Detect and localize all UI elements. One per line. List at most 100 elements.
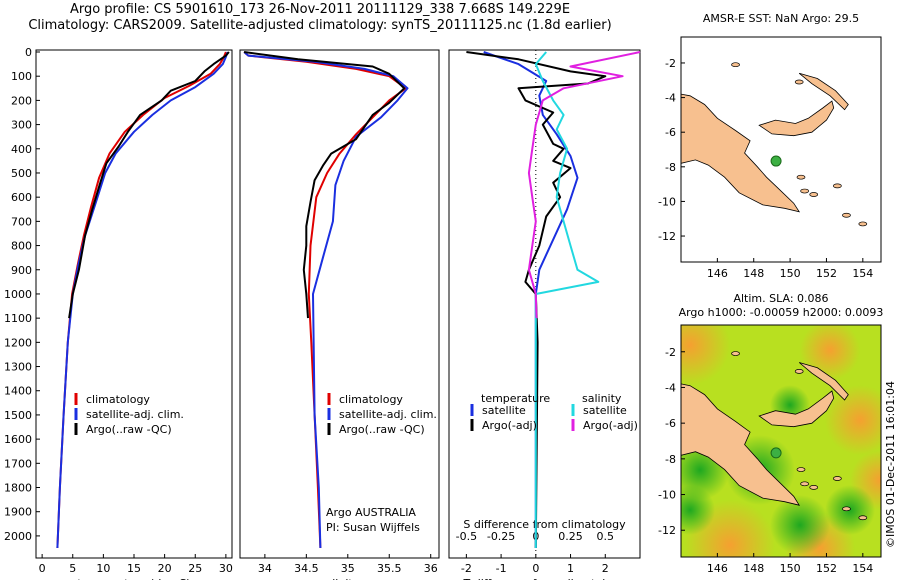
- s-tick-label: -0.5: [456, 530, 477, 543]
- argo-float-marker: [770, 447, 782, 459]
- x-tick-label: -1: [496, 562, 507, 575]
- legend-label: climatology: [339, 393, 403, 406]
- depth-tick-label: 1400: [4, 385, 32, 398]
- depth-tick-label: 2000: [4, 530, 32, 543]
- land-small-island: [809, 192, 819, 197]
- lon-tick-label: 148: [743, 562, 764, 575]
- legend-label: satellite: [583, 404, 627, 417]
- land-small-island: [858, 515, 868, 521]
- map-title: AMSR-E SST: NaN Argo: 29.5: [703, 12, 859, 25]
- lat-tick-label: -8: [665, 453, 676, 466]
- land-small-island: [833, 183, 842, 189]
- land-small-island: [800, 188, 809, 194]
- land-small-island: [796, 467, 806, 472]
- x-tick-label: 34.5: [294, 562, 319, 575]
- legend-label: Argo(..raw -QC): [339, 423, 425, 436]
- depth-tick-label: 1500: [4, 409, 32, 422]
- s-axis-label: S difference from climatology: [463, 518, 626, 531]
- x-tick-label: 34: [258, 562, 272, 575]
- land-small-island: [842, 506, 851, 512]
- legend-label: satellite: [482, 404, 526, 417]
- lat-tick-label: -12: [658, 230, 676, 243]
- x-tick-label: 2: [602, 562, 609, 575]
- salinity-axes-frame: [239, 49, 440, 559]
- depth-tick-label: 900: [11, 264, 32, 277]
- lon-tick-label: 146: [707, 562, 728, 575]
- s-tick-label: -0.25: [487, 530, 515, 543]
- temperature-x-axis-label: temperature (deg C): [77, 577, 190, 580]
- depth-tick-label: 300: [11, 119, 32, 132]
- lon-tick-label: 152: [816, 562, 837, 575]
- credit-label: ©IMOS 01-Dec-2011 16:01:04: [884, 381, 897, 548]
- x-tick-label: 0: [39, 562, 46, 575]
- land-new-britain: [758, 390, 835, 428]
- lat-tick-label: -6: [665, 126, 676, 139]
- salinity-panel: 34 34.5 35 35.5 36 salinity climatology satelli…: [239, 49, 440, 580]
- x-tick-label: 5: [69, 562, 76, 575]
- map-panel-1: AMSR-E SST: NaN Argo: 29.5 146 148 150 152 15…: [658, 12, 882, 280]
- annotation-line2: PI: Susan Wijffels: [326, 521, 420, 534]
- lat-tick-label: -12: [658, 524, 676, 537]
- lon-tick-label: 148: [743, 267, 764, 280]
- x-tick-label: 1: [567, 562, 574, 575]
- argo-float-marker: [770, 155, 782, 167]
- land-small-island: [833, 476, 842, 481]
- series-line-argo-raw-qc-: [243, 51, 406, 319]
- legend-label: satellite-adj. clim.: [339, 408, 437, 421]
- lat-tick-label: -2: [665, 57, 676, 70]
- legend-label: satellite-adj. clim.: [86, 408, 184, 421]
- land-new-britain: [758, 100, 835, 137]
- lat-tick-label: -8: [665, 161, 676, 174]
- lat-tick-label: -2: [665, 346, 676, 359]
- sla-anomaly-patch: [825, 385, 881, 455]
- temperature-axes-frame: [35, 49, 233, 559]
- land-new-ireland: [798, 362, 849, 401]
- figure-title-line1: Argo profile: CS 5901610_173 26-Nov-2011…: [69, 2, 571, 17]
- sla-anomaly-patch: [681, 325, 730, 385]
- x-tick-label: 15: [127, 562, 141, 575]
- map-title: Argo h1000: -0.00059 h2000: 0.0093: [679, 306, 884, 319]
- land-small-island: [794, 79, 804, 85]
- land-small-island: [731, 351, 740, 356]
- series-line-climatology: [243, 51, 407, 549]
- s-tick-label: 0.5: [597, 530, 615, 543]
- depth-tick-label: 1000: [4, 288, 32, 301]
- x-tick-label: 20: [158, 562, 172, 575]
- lon-tick-label: 150: [780, 562, 801, 575]
- depth-tick-label: 1600: [4, 433, 32, 446]
- x-tick-label: 35: [341, 562, 355, 575]
- land-new-ireland: [798, 72, 849, 111]
- salinity-x-axis-label: salinity: [320, 577, 360, 580]
- lon-tick-label: 154: [852, 267, 873, 280]
- x-tick-label: 25: [188, 562, 202, 575]
- legend-title-salinity: salinity: [582, 392, 622, 405]
- depth-tick-label: 1200: [4, 336, 32, 349]
- series-line-salinity-argo-adj-: [527, 51, 641, 319]
- depth-tick-label: 0: [25, 46, 32, 59]
- lon-tick-label: 152: [816, 267, 837, 280]
- series-line-climatology: [56, 51, 227, 549]
- sla-anomaly-patch: [800, 325, 860, 380]
- depth-tick-label: 100: [11, 70, 32, 83]
- depth-tick-label: 1800: [4, 482, 32, 495]
- land-new-guinea: [681, 383, 801, 506]
- lat-tick-label: -6: [665, 417, 676, 430]
- lat-tick-label: -10: [658, 489, 676, 502]
- depth-tick-label: 500: [11, 167, 32, 180]
- lat-tick-label: -4: [665, 381, 676, 394]
- series-line-temperature-satellite: [483, 51, 579, 548]
- x-tick-label: 35.5: [377, 562, 402, 575]
- series-line-satellite-adj-clim-: [243, 51, 409, 549]
- land-new-guinea: [681, 93, 801, 213]
- depth-tick-label: 400: [11, 143, 32, 156]
- land-small-island: [809, 485, 819, 490]
- lon-tick-label: 154: [852, 562, 873, 575]
- series-line-temperature-argo-adj-: [466, 51, 607, 549]
- land-small-island: [800, 481, 809, 487]
- map-frame: [680, 324, 882, 558]
- map-frame: [680, 36, 882, 263]
- land-small-island: [796, 174, 806, 180]
- depth-tick-label: 1100: [4, 312, 32, 325]
